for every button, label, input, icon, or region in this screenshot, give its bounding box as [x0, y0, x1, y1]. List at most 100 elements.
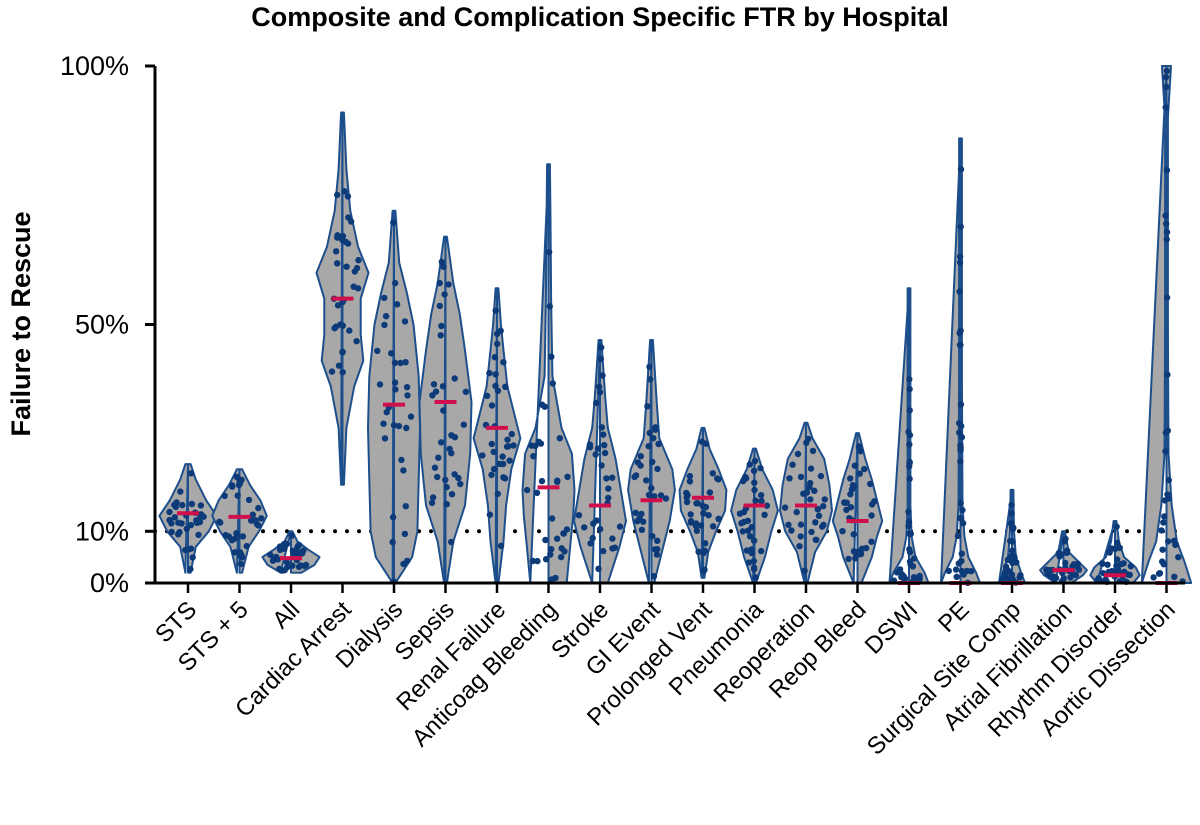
data-point [488, 440, 495, 448]
data-point [957, 327, 964, 334]
violin-body [779, 421, 833, 584]
data-point [339, 369, 346, 376]
data-point [332, 248, 340, 255]
data-point [851, 462, 859, 469]
data-point [328, 368, 336, 375]
data-point [490, 465, 498, 473]
data-point [548, 515, 556, 522]
data-point [1016, 574, 1023, 581]
data-point [806, 483, 813, 491]
data-point [503, 443, 511, 450]
data-point [438, 258, 445, 266]
data-point [494, 490, 501, 498]
data-point [446, 445, 453, 453]
data-point [295, 549, 303, 556]
data-point [801, 567, 808, 574]
data-point [462, 388, 470, 395]
data-point [274, 556, 282, 563]
data-point [1064, 547, 1071, 554]
data-point [334, 260, 341, 267]
data-point [800, 490, 807, 497]
data-point [1108, 567, 1116, 575]
data-point [645, 443, 652, 450]
data-point [746, 461, 753, 468]
violin-group [831, 432, 884, 584]
data-point [752, 497, 759, 504]
data-point [197, 502, 205, 509]
violin-group [418, 235, 473, 584]
data-point [593, 399, 600, 407]
data-point [600, 547, 607, 555]
data-point [819, 523, 826, 530]
violin-body [940, 137, 981, 584]
violin-group [730, 447, 779, 584]
data-point [820, 503, 827, 510]
data-point [796, 543, 803, 550]
data-point [1164, 538, 1172, 545]
data-point [859, 545, 866, 552]
data-point [1062, 559, 1069, 567]
data-point [906, 475, 913, 482]
data-point [595, 383, 603, 390]
data-point [687, 511, 694, 518]
violin-group [1039, 530, 1088, 585]
data-point [609, 535, 616, 542]
data-point [188, 500, 196, 508]
data-point [956, 253, 964, 260]
violin-body [573, 339, 627, 584]
data-point [901, 575, 909, 582]
data-point [807, 465, 815, 472]
data-point [547, 551, 554, 558]
data-point [684, 491, 691, 499]
data-point [508, 430, 515, 438]
data-point [715, 476, 722, 483]
data-point [542, 536, 549, 544]
data-point [339, 233, 347, 240]
data-point [431, 464, 439, 471]
data-point [295, 541, 303, 549]
data-point [589, 534, 596, 542]
data-point [687, 519, 695, 526]
data-point [857, 550, 865, 558]
data-point [700, 509, 707, 517]
data-point [276, 565, 283, 573]
data-point [751, 457, 759, 465]
data-point [436, 302, 443, 310]
data-point [781, 504, 789, 511]
data-point [443, 501, 450, 508]
data-point [649, 533, 656, 540]
data-point [945, 567, 952, 575]
data-point [809, 447, 817, 455]
violin-group [158, 463, 218, 574]
data-point [506, 457, 513, 464]
data-point [392, 386, 399, 393]
data-point [857, 448, 864, 455]
data-point [906, 431, 914, 439]
data-point [499, 453, 506, 460]
data-point [494, 387, 502, 394]
data-point [1052, 574, 1060, 582]
data-point [302, 561, 310, 569]
data-point [441, 291, 448, 298]
data-point [850, 531, 857, 538]
data-point [457, 480, 464, 488]
y-axis-title: Failure to Rescue [6, 211, 36, 436]
data-point [442, 476, 449, 484]
data-point [757, 492, 765, 499]
data-point [958, 567, 966, 575]
data-point [496, 460, 504, 468]
data-point [693, 527, 701, 534]
data-point [797, 521, 805, 528]
data-point [596, 389, 604, 396]
data-point [1010, 524, 1017, 532]
data-point [909, 563, 917, 570]
data-point [906, 558, 914, 565]
data-point [187, 565, 194, 573]
data-point [401, 530, 409, 538]
data-point [187, 521, 195, 529]
data-point [339, 349, 346, 356]
data-point [403, 384, 411, 391]
data-point [599, 372, 606, 379]
data-point [957, 444, 964, 451]
